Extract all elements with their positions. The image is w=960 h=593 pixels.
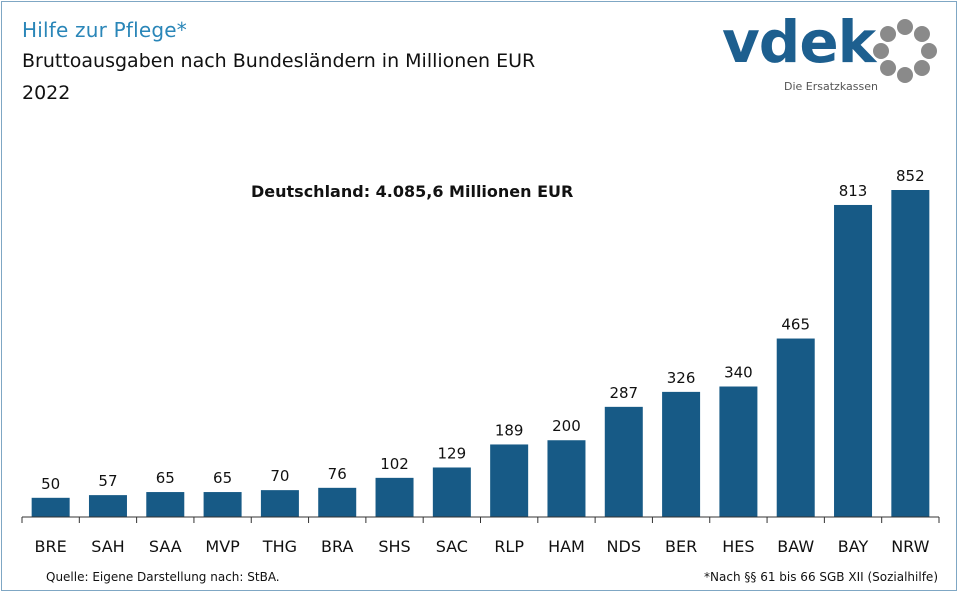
chart-title: Hilfe zur Pflege* [22,18,187,42]
value-label-mvp: 65 [213,469,232,487]
value-label-sac: 129 [438,444,467,462]
category-label-nrw: NRW [891,537,929,556]
bar-bra [318,487,357,517]
category-label-hes: HES [722,537,754,556]
bar-ham [547,440,586,517]
bar-sac [432,467,471,517]
value-label-sah: 57 [98,472,117,490]
logo-tagline: Die Ersatzkassen [784,80,878,93]
category-label-sah: SAH [91,537,124,556]
value-label-ham: 200 [552,417,581,435]
value-label-hes: 340 [724,364,753,382]
logo-ring-dot [880,59,897,76]
category-label-ber: BER [665,537,697,556]
source-note: Quelle: Eigene Darstellung nach: StBA. [46,570,280,584]
logo-ring-icon [873,19,937,83]
bar-nrw [891,190,930,517]
bar-baw [776,338,815,517]
category-label-saa: SAA [149,537,182,556]
vdek-logo: vdek Die Ersatzkassen [722,8,942,98]
bar-nds [604,406,643,517]
value-label-nds: 287 [609,384,638,402]
category-label-mvp: MVP [205,537,240,556]
category-label-thg: THG [262,537,297,556]
logo-ring-dot [880,26,897,43]
category-label-sac: SAC [436,537,468,556]
category-label-ham: HAM [548,537,585,556]
chart-subtitle: Bruttoausgaben nach Bundesländern in Mil… [22,50,536,72]
logo-ring-dot [897,67,913,83]
logo-wordmark: vdek [722,8,876,76]
value-label-baw: 465 [781,316,810,334]
value-label-bre: 50 [41,475,60,493]
bar-ber [662,391,701,517]
total-annotation: Deutschland: 4.085,6 Millionen EUR [251,182,574,201]
logo-ring-dot [873,43,889,59]
bar-bre [31,497,70,517]
category-label-bay: BAY [838,537,869,556]
bar-bay [834,204,873,517]
value-label-ber: 326 [667,369,696,387]
bar-hes [719,386,758,517]
logo-ring-dot [913,26,930,43]
logo-ring-dot [897,19,913,35]
value-label-shs: 102 [380,455,409,473]
category-label-rlp: RLP [494,537,524,556]
category-label-baw: BAW [777,537,814,556]
logo-ring-dot [921,43,937,59]
logo-ring-dot [913,59,930,76]
value-label-rlp: 189 [495,421,524,439]
value-label-saa: 65 [156,469,175,487]
category-label-bre: BRE [35,537,67,556]
bar-rlp [490,444,529,517]
category-label-nds: NDS [607,537,641,556]
value-label-bay: 813 [839,182,868,200]
category-label-bra: BRA [321,537,353,556]
bar-sah [88,495,127,517]
bar-mvp [203,492,242,517]
bar-saa [146,492,185,517]
bar-shs [375,477,414,517]
value-label-bra: 76 [328,465,347,483]
footnote: *Nach §§ 61 bis 66 SGB XII (Sozialhilfe) [704,570,938,584]
value-label-thg: 70 [270,467,289,485]
bar-thg [260,490,299,517]
value-label-nrw: 852 [896,167,925,185]
category-label-shs: SHS [378,537,410,556]
chart-year: 2022 [22,82,71,104]
